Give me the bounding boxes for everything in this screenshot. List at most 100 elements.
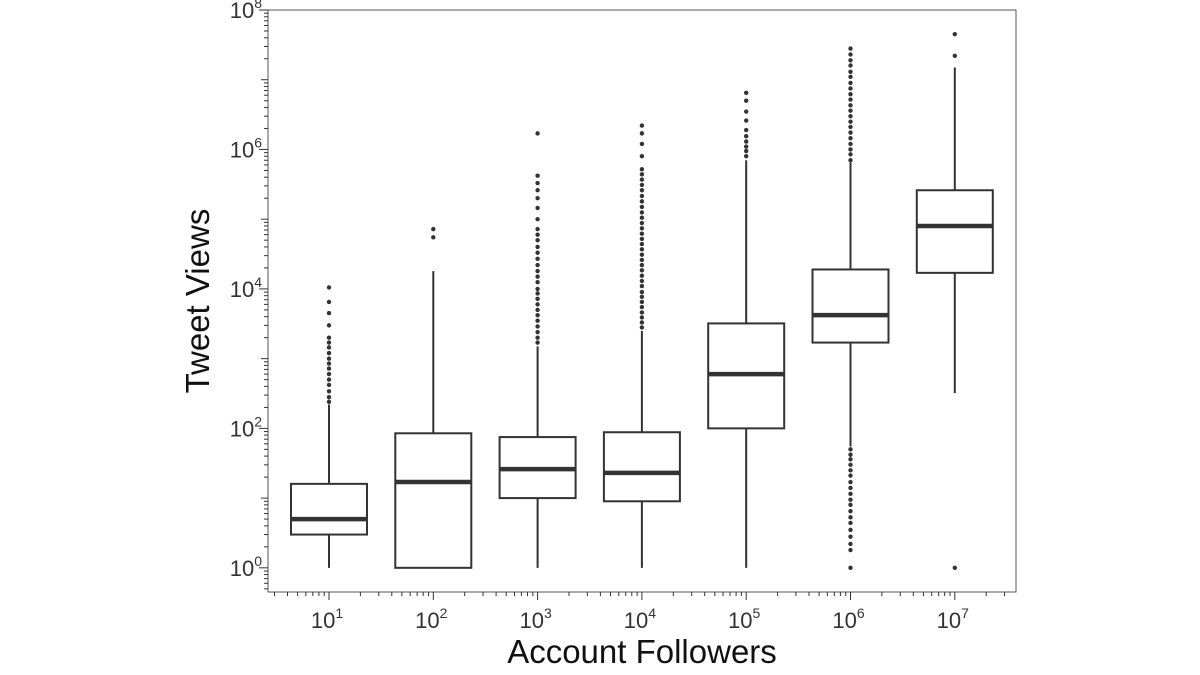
outlier-point	[639, 182, 645, 188]
outlier-point	[848, 515, 853, 520]
outlier-point	[535, 232, 540, 237]
outlier-point	[639, 210, 645, 215]
x-tick-label: 103	[519, 605, 551, 633]
outlier-point	[848, 520, 853, 526]
outlier-point	[744, 98, 749, 103]
outlier-point	[326, 377, 332, 382]
box-group	[394, 226, 473, 569]
outlier-point	[639, 231, 645, 236]
outlier-point	[535, 312, 540, 318]
box-group	[811, 46, 890, 571]
outlier-point	[639, 123, 645, 128]
outlier-point	[848, 97, 853, 102]
outlier-point	[639, 315, 645, 320]
outlier-point	[326, 356, 332, 361]
outlier-point	[744, 127, 749, 133]
outlier-point	[848, 147, 853, 152]
outlier-point	[326, 299, 332, 305]
outlier-point	[639, 320, 645, 325]
outlier-point	[535, 279, 540, 285]
outlier-point	[535, 274, 540, 279]
outlier-point	[848, 473, 853, 478]
outlier-point	[535, 256, 540, 262]
outlier-point	[535, 205, 540, 211]
outlier-point	[535, 226, 540, 232]
outlier-point	[744, 133, 749, 139]
outlier-point	[848, 152, 853, 157]
outlier-point	[848, 527, 853, 533]
outlier-point	[639, 199, 645, 204]
outlier-point	[326, 340, 332, 345]
outlier-point	[639, 325, 645, 330]
outlier-point	[744, 109, 749, 114]
outlier-point	[326, 335, 332, 340]
outlier-point	[535, 188, 540, 193]
outlier-point	[535, 237, 540, 243]
y-tick-label: 104	[230, 274, 262, 302]
outlier-point	[431, 235, 436, 240]
outlier-point	[639, 299, 645, 305]
outlier-point	[848, 534, 853, 539]
x-axis: 101 102 103 104 105 106 107	[273, 592, 1006, 633]
outlier-point	[326, 382, 332, 388]
outlier-point	[535, 302, 540, 307]
x-tick-label: 107	[937, 605, 969, 633]
box-group	[707, 90, 786, 568]
outlier-point	[848, 457, 853, 462]
outlier-point	[639, 257, 645, 263]
outlier-point	[848, 541, 853, 547]
outlier-point	[535, 131, 540, 136]
outlier-point	[848, 452, 853, 457]
outlier-point	[535, 291, 540, 296]
outlier-point	[326, 345, 332, 350]
outlier-point	[326, 366, 332, 371]
outlier-point	[952, 53, 957, 59]
outlier-point	[848, 502, 853, 508]
outlier-point	[952, 31, 957, 37]
box-group	[602, 123, 681, 568]
outlier-point	[848, 485, 853, 491]
outlier-point	[326, 399, 332, 405]
outlier-point	[535, 216, 540, 222]
box	[915, 189, 994, 274]
box-group	[498, 131, 577, 568]
outlier-point	[535, 335, 540, 340]
outlier-point	[639, 131, 645, 136]
outlier-point	[326, 394, 332, 400]
outlier-point	[952, 565, 957, 571]
box-group	[915, 31, 994, 571]
outlier-point	[639, 226, 645, 231]
outlier-point	[848, 141, 853, 147]
outlier-point	[848, 86, 853, 91]
outlier-point	[639, 193, 645, 199]
outlier-point	[535, 307, 540, 313]
outlier-point	[639, 294, 645, 300]
outlier-point	[848, 158, 853, 163]
outlier-point	[848, 130, 853, 135]
outlier-point	[848, 468, 853, 473]
outlier-point	[639, 167, 645, 172]
x-tick-label: 106	[832, 605, 864, 633]
outlier-point	[639, 215, 645, 220]
outlier-point	[431, 226, 436, 232]
outlier-point	[848, 52, 853, 57]
outlier-point	[848, 92, 853, 97]
outlier-point	[639, 283, 645, 289]
outlier-point	[848, 108, 853, 113]
outlier-point	[848, 547, 853, 553]
outlier-point	[848, 491, 853, 497]
box	[394, 432, 473, 569]
outlier-point	[535, 329, 540, 335]
box	[290, 482, 368, 536]
x-axis-title: Account Followers	[507, 633, 777, 670]
outlier-point	[639, 268, 645, 273]
outlier-point	[639, 172, 645, 177]
outlier-point	[535, 244, 540, 250]
outlier-point	[639, 278, 645, 284]
outlier-point	[848, 46, 853, 51]
outlier-point	[639, 241, 645, 247]
outlier-point	[848, 103, 853, 108]
outlier-point	[326, 323, 332, 328]
y-tick-label: 106	[230, 134, 262, 162]
